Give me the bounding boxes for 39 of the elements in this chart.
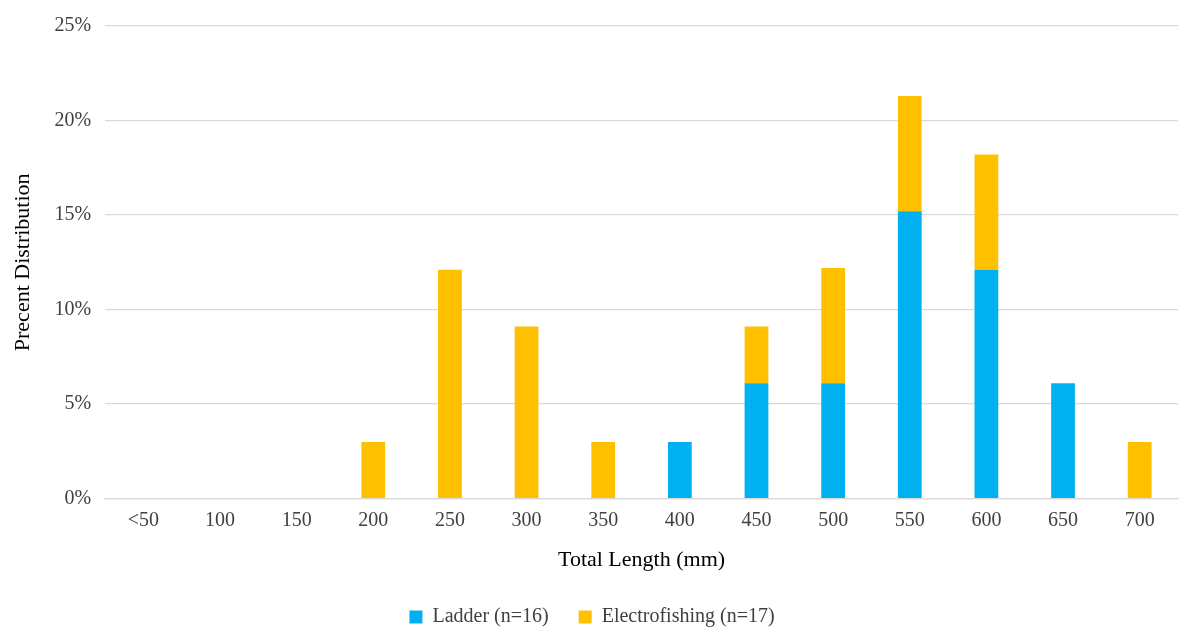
x-axis-title: Total Length (mm) [557,545,726,571]
bar [1127,441,1152,498]
x-tick-label: 300 [511,507,542,530]
bar [974,154,999,270]
x-tick-label: 350 [588,507,619,530]
bar [361,441,386,498]
x-tick-label: 700 [1124,507,1155,530]
bar [821,383,846,498]
x-tick-label: 500 [818,507,849,530]
bar [821,267,846,384]
x-tick-label: 250 [434,507,465,530]
x-tick-label: 450 [741,507,772,530]
x-tick-label: <50 [127,507,160,530]
bar [438,269,462,498]
x-tick-label: 200 [358,507,389,530]
x-tick-label: 550 [894,507,925,530]
y-tick-label: 5% [64,391,92,414]
x-tick-label: 150 [281,507,312,530]
x-tick-label: 600 [971,507,1002,530]
bar [514,326,539,498]
y-tick-label: 25% [54,13,92,36]
legend-label: Electrofishing (n=17) [601,604,775,628]
bar [1051,383,1075,498]
legend-label: Ladder (n=16) [432,604,549,628]
x-tick-label: 650 [1048,507,1079,530]
x-tick-label: 400 [664,507,695,530]
bar [897,95,922,212]
x-tick-label: 100 [205,507,236,530]
bar [667,441,692,498]
y-tick-label: 20% [54,107,92,130]
bar [591,441,616,498]
bar [974,269,999,498]
bar [744,383,769,498]
y-tick-label: 10% [54,296,92,319]
bar [897,211,922,498]
y-tick-label: 0% [64,485,92,508]
bar [744,326,769,384]
y-tick-label: 15% [54,202,92,225]
y-axis-title: Precent Distribution [8,173,34,352]
